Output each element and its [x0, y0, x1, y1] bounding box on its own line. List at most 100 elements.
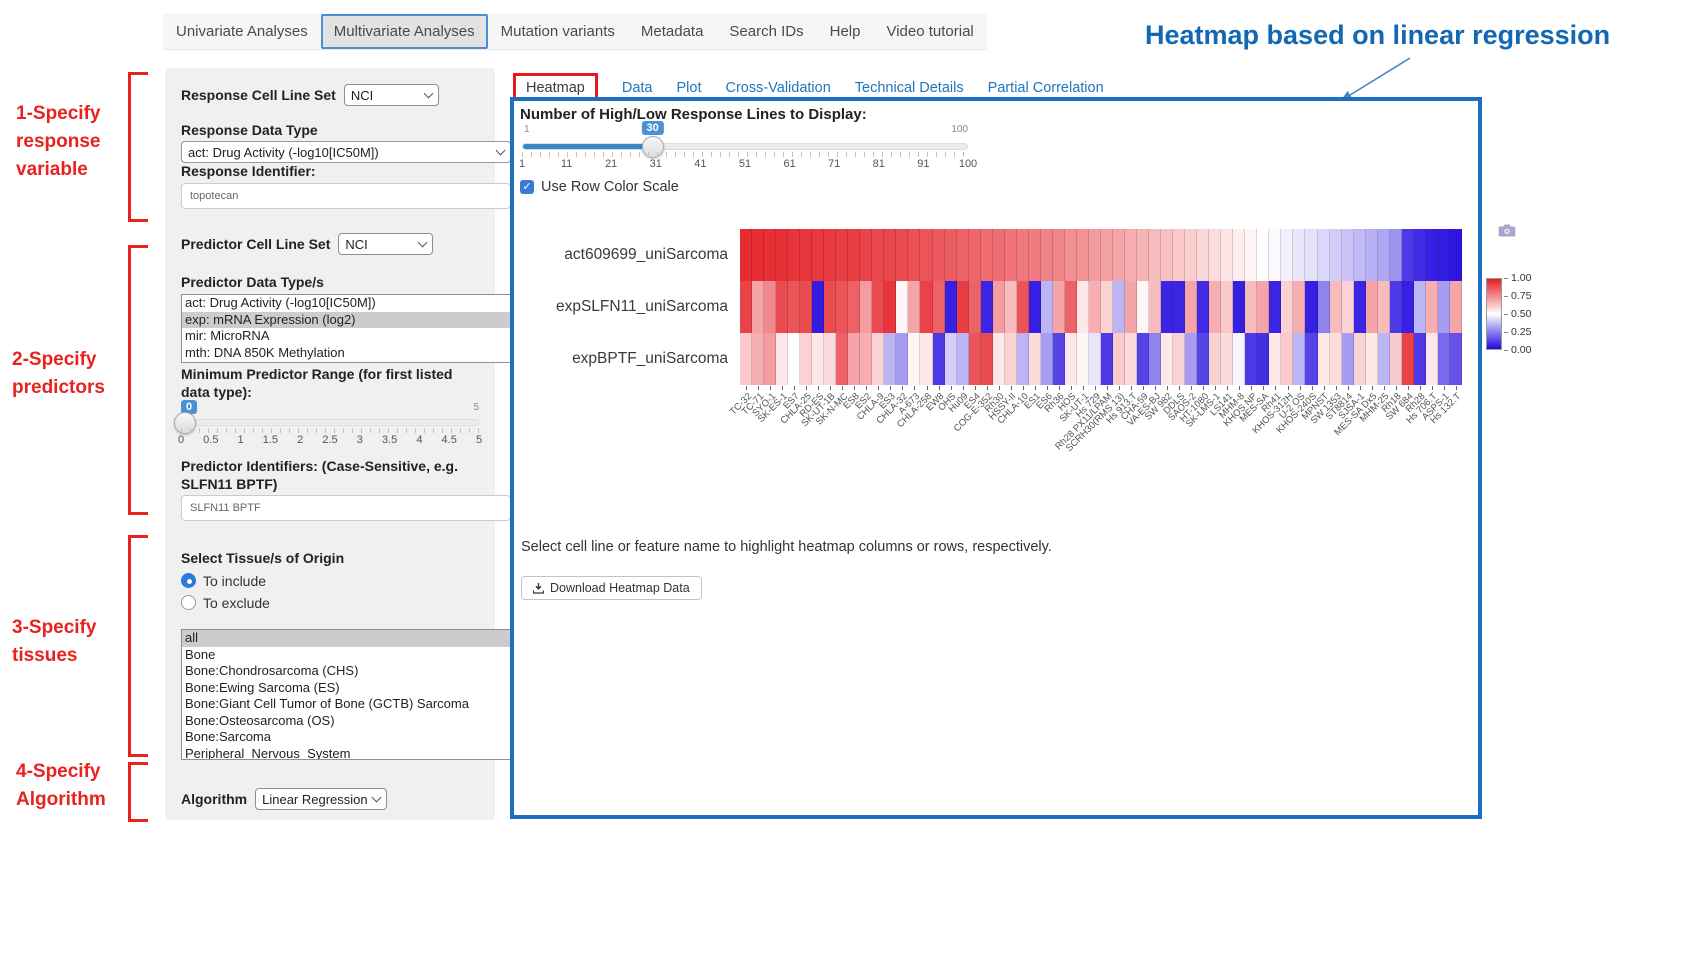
heatmap-row-label[interactable]: expSLFN11_uniSarcoma [555, 298, 728, 315]
heatmap-cell[interactable] [800, 333, 813, 385]
heatmap-cell[interactable] [1353, 229, 1366, 281]
heatmap-cell[interactable] [1257, 281, 1270, 333]
heatmap-cell[interactable] [1016, 229, 1029, 281]
heatmap-cell[interactable] [1088, 281, 1101, 333]
nav-help[interactable]: Help [829, 23, 861, 40]
heatmap-cell[interactable] [1269, 281, 1282, 333]
heatmap-cell[interactable] [956, 281, 969, 333]
slider-track[interactable] [522, 143, 968, 150]
heatmap-cell[interactable] [980, 281, 993, 333]
download-heatmap-data-button[interactable]: Download Heatmap Data [521, 576, 702, 600]
heatmap-cell[interactable] [1040, 281, 1053, 333]
heatmap-cell[interactable] [1269, 333, 1282, 385]
heatmap-cell[interactable] [1341, 281, 1354, 333]
heatmap-cell[interactable] [1161, 229, 1174, 281]
heatmap-cell[interactable] [1305, 229, 1318, 281]
list-item[interactable]: mth: DNA 850K Methylation [185, 344, 345, 360]
heatmap-cell[interactable] [968, 333, 981, 385]
heatmap-cell[interactable] [1413, 333, 1426, 385]
heatmap-cell[interactable] [1329, 229, 1342, 281]
heatmap-cell[interactable] [788, 333, 801, 385]
nav-search-ids[interactable]: Search IDs [729, 23, 804, 40]
heatmap-cell[interactable] [764, 281, 777, 333]
heatmap-cell[interactable] [1088, 333, 1101, 385]
list-item[interactable]: Bone:Giant Cell Tumor of Bone (GCTB) Sar… [185, 696, 469, 711]
tab-data[interactable]: Data [621, 80, 653, 96]
heatmap-cell[interactable] [872, 333, 885, 385]
heatmap-cell[interactable] [980, 229, 993, 281]
heatmap-cell[interactable] [752, 281, 765, 333]
heatmap-cell[interactable] [1233, 281, 1246, 333]
heatmap-cell[interactable] [1100, 229, 1113, 281]
heatmap-cell[interactable] [1004, 229, 1017, 281]
heatmap-cell[interactable] [1449, 333, 1462, 385]
heatmap-cell[interactable] [1161, 281, 1174, 333]
heatmap-cell[interactable] [1305, 281, 1318, 333]
predictor-identifiers-input[interactable] [181, 495, 511, 521]
heatmap-cell[interactable] [764, 333, 777, 385]
heatmap-cell[interactable] [992, 229, 1005, 281]
list-item[interactable]: Bone:Chondrosarcoma (CHS) [185, 663, 359, 678]
heatmap-cell[interactable] [932, 281, 945, 333]
heatmap-cell[interactable] [1281, 229, 1294, 281]
list-item[interactable]: Bone:Ewing Sarcoma (ES) [185, 679, 340, 695]
response-cell-line-set-select[interactable]: NCI [343, 84, 439, 106]
nav-metadata[interactable]: Metadata [640, 23, 704, 40]
heatmap-cell[interactable] [980, 333, 993, 385]
heatmap-cell[interactable] [1437, 229, 1450, 281]
heatmap-cell[interactable] [1028, 281, 1041, 333]
heatmap-cell[interactable] [1028, 333, 1041, 385]
heatmap-cell[interactable] [836, 333, 849, 385]
heatmap-cell[interactable] [1341, 229, 1354, 281]
heatmap-cell[interactable] [1076, 281, 1089, 333]
heatmap-cell[interactable] [812, 229, 825, 281]
list-item[interactable]: Peripheral_Nervous_System [185, 745, 351, 760]
heatmap-cell[interactable] [1064, 281, 1077, 333]
heatmap-cell[interactable] [884, 333, 897, 385]
heatmap-cell[interactable] [1401, 229, 1414, 281]
heatmap-cell[interactable] [740, 333, 753, 385]
heatmap-cell[interactable] [956, 333, 969, 385]
tab-partial-correlation[interactable]: Partial Correlation [987, 80, 1104, 96]
heatmap-cell[interactable] [836, 229, 849, 281]
heatmap-cell[interactable] [1281, 333, 1294, 385]
tab-technical-details[interactable]: Technical Details [854, 80, 964, 96]
heatmap-cell[interactable] [992, 281, 1005, 333]
heatmap-cell[interactable] [860, 333, 873, 385]
heatmap-cell[interactable] [1173, 229, 1186, 281]
heatmap-cell[interactable] [920, 333, 933, 385]
heatmap-cell[interactable] [1329, 333, 1342, 385]
heatmap-cell[interactable] [1401, 281, 1414, 333]
heatmap-cell[interactable] [1125, 281, 1138, 333]
heatmap-cell[interactable] [1149, 229, 1162, 281]
heatmap-cell[interactable] [1257, 333, 1270, 385]
heatmap-cell[interactable] [1064, 333, 1077, 385]
heatmap-cell[interactable] [1209, 281, 1222, 333]
heatmap-cell[interactable] [1016, 333, 1029, 385]
heatmap-cell[interactable] [1185, 229, 1198, 281]
heatmap-cell[interactable] [992, 333, 1005, 385]
predictor-cell-line-set-select[interactable]: NCI [338, 233, 434, 255]
heatmap-cell[interactable] [848, 281, 861, 333]
tissue-exclude-radio[interactable]: To exclude [181, 594, 479, 612]
heatmap-cell[interactable] [956, 229, 969, 281]
heatmap-cell[interactable] [848, 229, 861, 281]
heatmap-cell[interactable] [1365, 333, 1378, 385]
heatmap-cell[interactable] [1245, 281, 1258, 333]
heatmap-row-label[interactable]: act609699_uniSarcoma [564, 246, 728, 263]
heatmap-cell[interactable] [824, 281, 837, 333]
heatmap-cell[interactable] [1100, 281, 1113, 333]
heatmap-cell[interactable] [1281, 281, 1294, 333]
heatmap-cell[interactable] [776, 281, 789, 333]
heatmap-cell[interactable] [1209, 229, 1222, 281]
heatmap-cell[interactable] [1305, 333, 1318, 385]
list-item[interactable]: act: Drug Activity (-log10[IC50M]) [185, 295, 376, 310]
heatmap-cell[interactable] [1233, 229, 1246, 281]
heatmap-cell[interactable] [1317, 281, 1330, 333]
heatmap-cell[interactable] [872, 229, 885, 281]
slider-track[interactable] [181, 419, 479, 426]
heatmap-cell[interactable] [1365, 281, 1378, 333]
heatmap-cell[interactable] [920, 229, 933, 281]
heatmap-cell[interactable] [1293, 281, 1306, 333]
list-item[interactable]: all [182, 630, 510, 647]
